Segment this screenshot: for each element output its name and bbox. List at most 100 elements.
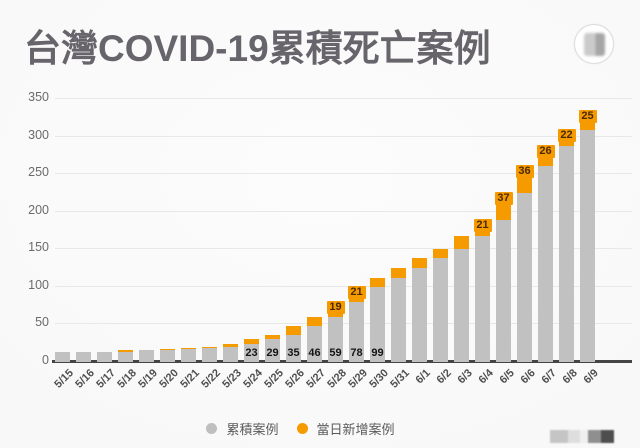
bar-cumulative-segment bbox=[433, 258, 448, 362]
legend-cumulative-dot-icon bbox=[206, 423, 218, 434]
gridline bbox=[55, 323, 632, 325]
bar-new-value-label: 36 bbox=[515, 164, 534, 178]
y-tick-label: 0 bbox=[42, 353, 49, 367]
bar-new-segment bbox=[139, 349, 154, 351]
bar-cumulative-segment bbox=[370, 286, 385, 362]
legend-daily-new-dot-icon bbox=[296, 423, 308, 434]
x-tick-label: 5/18 bbox=[115, 367, 139, 391]
x-tick-label: 6/6 bbox=[518, 367, 538, 387]
bar-new-segment bbox=[391, 267, 406, 279]
x-tick-label: 6/3 bbox=[455, 367, 475, 387]
bar-base-value-label: 78 bbox=[350, 347, 363, 359]
y-tick-label: 250 bbox=[28, 165, 49, 180]
bar-cumulative-segment bbox=[244, 343, 259, 362]
x-tick-label: 5/27 bbox=[304, 367, 328, 391]
x-tick-label: 6/9 bbox=[581, 367, 601, 387]
bar-cumulative-segment bbox=[118, 351, 133, 362]
bar-cumulative-segment bbox=[454, 249, 469, 362]
bar-new-value-label: 19 bbox=[326, 301, 345, 315]
bar-new-segment bbox=[412, 258, 427, 268]
x-tick-label: 5/19 bbox=[136, 367, 160, 391]
y-tick-label: 50 bbox=[35, 315, 49, 330]
x-tick-label: 5/31 bbox=[388, 367, 412, 391]
bar-new-segment bbox=[307, 316, 322, 327]
bar-new-segment bbox=[433, 249, 448, 259]
bar-new-value-label: 21 bbox=[347, 285, 366, 299]
bar-cumulative-segment bbox=[307, 326, 322, 362]
legend-daily-new-label: 當日新增案例 bbox=[316, 422, 395, 437]
x-tick-label: 5/17 bbox=[94, 367, 118, 391]
bar-new-segment bbox=[118, 350, 133, 352]
page-title: 台灣COVID-19累積死亡案例 bbox=[24, 28, 491, 69]
y-tick-label: 100 bbox=[28, 277, 49, 292]
gridline bbox=[55, 135, 632, 137]
y-tick-label: 300 bbox=[28, 127, 49, 142]
bar-new-segment bbox=[265, 334, 280, 340]
bar-base-value-label: 46 bbox=[308, 347, 321, 359]
x-tick-label: 6/1 bbox=[413, 367, 433, 387]
x-tick-label: 5/25 bbox=[262, 367, 286, 391]
x-tick-label: 5/15 bbox=[52, 367, 76, 391]
bar-cumulative-segment bbox=[286, 334, 301, 362]
blurred-logo-icon bbox=[584, 33, 605, 56]
bar-new-value-label: 21 bbox=[473, 219, 492, 233]
bar-cumulative-segment bbox=[496, 220, 511, 362]
y-tick-label: 150 bbox=[28, 240, 49, 255]
x-tick-label: 5/21 bbox=[178, 367, 202, 391]
x-tick-label: 5/29 bbox=[346, 367, 370, 391]
bar-cumulative-segment bbox=[349, 302, 364, 362]
bar-cumulative-segment bbox=[391, 278, 406, 362]
bar-cumulative-segment bbox=[55, 351, 70, 362]
legend-cumulative-label: 累積案例 bbox=[226, 422, 279, 437]
bar-cumulative-segment bbox=[517, 192, 532, 362]
bar-cumulative-segment bbox=[265, 339, 280, 362]
bar-base-value-label: 35 bbox=[287, 347, 300, 359]
gridline bbox=[55, 285, 632, 287]
bar-cumulative-segment bbox=[475, 236, 490, 362]
bar-cumulative-segment bbox=[97, 351, 112, 362]
bar-cumulative-segment bbox=[538, 165, 553, 362]
x-tick-label: 5/23 bbox=[220, 367, 244, 391]
bar-new-segment bbox=[223, 343, 238, 347]
gridline bbox=[55, 248, 632, 250]
x-tick-label: 5/28 bbox=[325, 367, 349, 391]
bar-cumulative-segment bbox=[559, 146, 574, 362]
bar-new-value-label: 25 bbox=[578, 109, 597, 123]
bar-new-segment bbox=[286, 326, 301, 335]
bar-new-segment bbox=[244, 339, 259, 344]
bar-base-value-label: 59 bbox=[329, 347, 342, 359]
x-tick-label: 5/26 bbox=[283, 367, 307, 391]
bar-cumulative-segment bbox=[76, 351, 91, 362]
x-tick-label: 5/16 bbox=[73, 367, 97, 391]
bar-new-segment bbox=[454, 236, 469, 250]
gridline bbox=[55, 173, 632, 175]
bar-cumulative-segment bbox=[160, 349, 175, 362]
bar-new-value-label: 26 bbox=[536, 145, 555, 159]
bar-cumulative-segment bbox=[328, 316, 343, 362]
bar-base-value-label: 99 bbox=[371, 347, 384, 359]
x-tick-label: 5/22 bbox=[199, 367, 223, 391]
bar-cumulative-segment bbox=[139, 350, 154, 362]
x-tick-label: 6/8 bbox=[560, 367, 580, 387]
bar-base-value-label: 29 bbox=[266, 347, 279, 359]
bar-new-segment bbox=[370, 278, 385, 287]
x-tick-label: 6/4 bbox=[476, 367, 496, 387]
x-tick-label: 6/7 bbox=[539, 367, 559, 387]
bar-new-value-label: 37 bbox=[494, 191, 513, 205]
bar-new-segment bbox=[181, 348, 196, 349]
bar-cumulative-segment bbox=[202, 348, 217, 362]
bar-cumulative-segment bbox=[580, 129, 595, 362]
y-tick-label: 200 bbox=[28, 202, 49, 217]
x-tick-label: 6/2 bbox=[434, 367, 454, 387]
x-tick-label: 5/24 bbox=[241, 367, 265, 391]
bar-new-value-label: 22 bbox=[557, 128, 576, 142]
bar-new-segment bbox=[160, 348, 175, 350]
bar-cumulative-segment bbox=[412, 267, 427, 362]
gridline bbox=[55, 98, 632, 99]
blurred-watermark bbox=[550, 430, 614, 443]
chart-legend: 累積案例 當日新增案例 bbox=[0, 419, 610, 438]
x-tick-label: 5/20 bbox=[157, 367, 181, 391]
y-tick-label: 350 bbox=[28, 90, 49, 104]
